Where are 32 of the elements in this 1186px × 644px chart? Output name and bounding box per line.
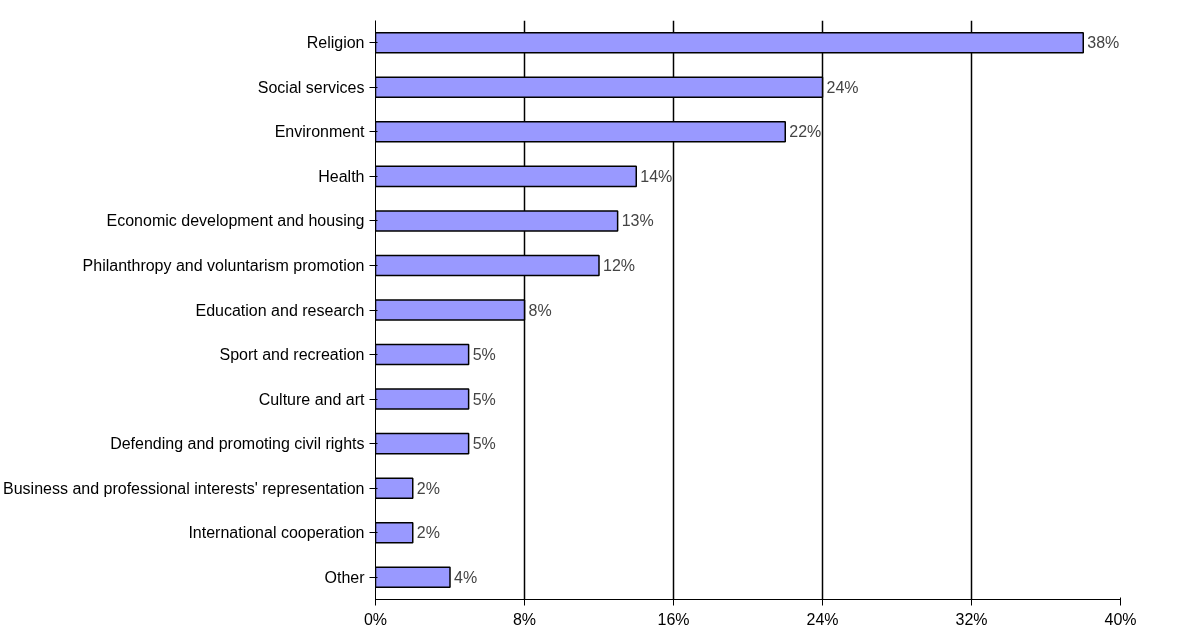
y-tick-label: Environment	[274, 123, 366, 141]
y-tick-label: Defending and promoting civil rights	[110, 435, 365, 453]
x-tick-label: 16%	[657, 610, 690, 628]
x-tick-label: 40%	[1104, 610, 1137, 628]
y-tick-label: Health	[318, 167, 365, 185]
x-tick-label: 8%	[512, 610, 537, 628]
data-label: 24%	[826, 78, 859, 96]
y-tick-label: Philanthropy and voluntarism promotion	[82, 256, 365, 274]
y-tick-label: Other	[324, 568, 366, 586]
y-tick-label: Education and research	[195, 301, 365, 319]
x-tick-label: 24%	[806, 610, 839, 628]
data-label: 5%	[472, 435, 496, 453]
data-label: 38%	[1087, 34, 1120, 52]
y-tick-label: Business and professional interests' representation	[3, 479, 365, 497]
data-label: 13%	[621, 212, 654, 230]
data-label: 14%	[640, 167, 673, 185]
data-label: 12%	[603, 256, 636, 274]
data-label: 2%	[416, 524, 440, 542]
y-tick-label: Economic development and housing	[106, 212, 365, 230]
y-tick-label: Religion	[306, 34, 365, 52]
data-label: 5%	[472, 346, 496, 364]
y-tick-label: International cooperation	[188, 524, 365, 542]
y-tick-label: Social services	[257, 78, 365, 96]
data-label: 8%	[528, 301, 552, 319]
data-label: 2%	[416, 479, 440, 497]
data-label: 22%	[789, 123, 822, 141]
y-tick-label: Sport and recreation	[219, 346, 365, 364]
x-tick-label: 32%	[955, 610, 988, 628]
x-tick-label: 0%	[363, 610, 388, 628]
data-label: 5%	[472, 390, 496, 408]
data-label: 4%	[454, 568, 478, 586]
y-tick-label: Culture and art	[258, 390, 366, 408]
